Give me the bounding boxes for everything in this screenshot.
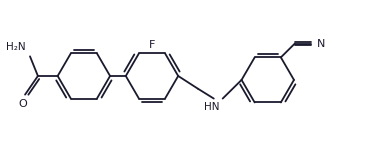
Text: HN: HN [204, 102, 219, 112]
Text: N: N [316, 39, 325, 49]
Text: F: F [149, 40, 155, 50]
Text: H₂N: H₂N [6, 42, 26, 52]
Text: O: O [19, 99, 27, 109]
